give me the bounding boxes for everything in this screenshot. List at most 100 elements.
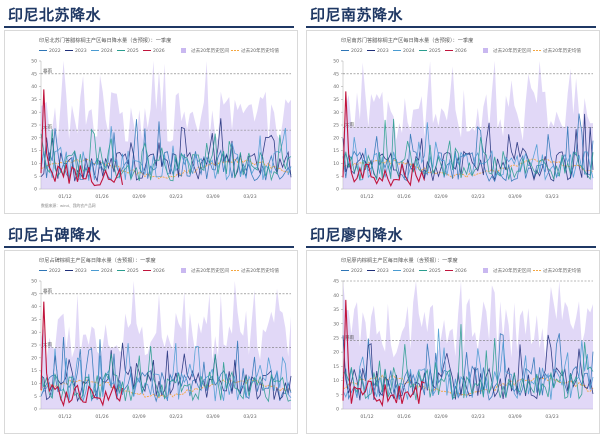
x-tick-label: 02/09 — [132, 414, 145, 420]
history-band — [343, 281, 593, 409]
series-2022 — [40, 119, 292, 182]
title-rule — [4, 26, 294, 28]
y-tick-label: 5 — [34, 394, 37, 400]
y-tick-label: 10 — [31, 161, 37, 167]
legend-label: 过去20年历史均值 — [543, 47, 581, 54]
chart-title: 印尼占碑棕榈主产区每日降水量（含预报）：一季度 — [39, 256, 156, 264]
x-tick-label: 03/09 — [206, 414, 219, 420]
x-tick-label: 03/23 — [243, 414, 256, 420]
x-tick-label: 03/23 — [545, 194, 558, 200]
panel-south-sumatra: 印尼南苏降水 印尼南苏门答腊棕榈主产区每日降水量（含预报）：一季度 2022 202… — [306, 2, 601, 214]
y-tick-label: 30 — [333, 321, 339, 327]
y-tick-label: 5 — [34, 174, 37, 180]
x-tick-label: 03/23 — [545, 414, 558, 420]
y-tick-label: 35 — [333, 97, 339, 103]
chart-frame: 印尼北苏门答腊棕榈主产区每日降水量（含预报）：一季度 2022 2023 2024 20… — [4, 30, 298, 214]
series-2026 — [40, 301, 124, 408]
history-band — [41, 61, 291, 189]
legend-label: 2025 — [429, 48, 441, 54]
y-tick-label: 35 — [31, 97, 37, 103]
chart-frame: 印尼廖内棕榈主产区每日降水量（含预报）：一季度 2022 2023 2024 2025 2… — [306, 250, 600, 434]
history-mean-line — [40, 157, 292, 180]
y-tick-label: 0 — [34, 187, 37, 193]
y-tick-label: 30 — [31, 330, 37, 336]
panel-title: 印尼占碑降水 — [8, 226, 102, 244]
x-tick-label: 01/26 — [397, 414, 410, 420]
series-2025 — [40, 345, 292, 403]
y-tick-label: 25 — [31, 343, 37, 349]
y-tick-label: 15 — [333, 364, 339, 370]
y-tick-label: 40 — [31, 84, 37, 90]
y-tick-label: 5 — [336, 392, 339, 398]
y-tick-label: 45 — [333, 279, 339, 285]
x-tick-label: 01/12 — [58, 194, 71, 200]
y-tick-label: 0 — [34, 407, 37, 413]
y-tick-label: 20 — [333, 135, 339, 141]
y-tick-label: 15 — [31, 368, 37, 374]
source-note: 数据来源：wind、我的农产品网 — [41, 203, 96, 208]
legend-label: 2025 — [127, 48, 139, 54]
x-tick-label: 02/23 — [471, 194, 484, 200]
legend-label: 过去20年历史均值 — [543, 267, 581, 274]
rainfall-chart: 印尼南苏门答腊棕榈主产区每日降水量（含预报）：一季度 2022 2023 2024 20… — [333, 36, 594, 200]
panel-north-sumatra: 印尼北苏降水 印尼北苏门答腊棕榈主产区每日降水量（含预报）：一季度 2022 202… — [4, 2, 299, 214]
legend-label: 2025 — [429, 268, 441, 274]
x-tick-label: 03/23 — [243, 194, 256, 200]
y-tick-label: 50 — [31, 279, 37, 285]
y-tick-label: 0 — [336, 187, 339, 193]
ref-label-high: 暴雨 — [43, 68, 52, 74]
legend-label: 过去20年历史区间 — [191, 267, 229, 274]
series-2025 — [40, 128, 292, 182]
y-tick-label: 25 — [333, 123, 339, 129]
legend-label: 2026 — [153, 48, 165, 54]
panel-jambi: 印尼占碑降水 印尼占碑棕榈主产区每日降水量（含预报）：一季度 2022 2023 20… — [4, 222, 299, 434]
legend-swatch — [181, 48, 186, 53]
series-2023 — [342, 334, 594, 401]
ref-label-mid: 大雨 — [43, 124, 52, 131]
x-tick-label: 01/26 — [397, 194, 410, 200]
x-tick-label: 01/12 — [58, 414, 71, 420]
x-tick-label: 03/09 — [206, 194, 219, 200]
legend-label: 2022 — [351, 48, 363, 54]
series-2025 — [342, 324, 594, 401]
panel-title: 印尼廖内降水 — [310, 226, 404, 244]
x-tick-label: 02/23 — [169, 194, 182, 200]
ref-label-mid: 暴雨 — [345, 335, 354, 341]
panel-riau: 印尼廖内降水 印尼廖内棕榈主产区每日降水量（含预报）：一季度 2022 2023 20… — [306, 222, 601, 434]
legend-label: 2023 — [75, 48, 87, 54]
y-tick-label: 20 — [31, 135, 37, 141]
y-tick-label: 50 — [31, 59, 37, 65]
series-2023 — [40, 342, 292, 403]
legend-swatch — [483, 268, 488, 273]
y-tick-label: 50 — [333, 59, 339, 65]
y-tick-label: 15 — [31, 148, 37, 154]
y-tick-label: 45 — [31, 291, 37, 297]
y-tick-label: 35 — [333, 307, 339, 313]
legend-label: 2023 — [377, 268, 389, 274]
chart-title: 印尼南苏门答腊棕榈主产区每日降水量（含预报）：一季度 — [341, 36, 473, 44]
y-tick-label: 10 — [333, 378, 339, 384]
legend-label: 过去20年历史均值 — [241, 47, 279, 54]
series-2026 — [342, 299, 425, 408]
ref-label-mid: 大雨 — [43, 341, 52, 348]
y-tick-label: 45 — [31, 71, 37, 77]
legend-label: 2023 — [75, 268, 87, 274]
ref-label-mid: 大雨 — [345, 121, 354, 128]
legend-label: 2026 — [153, 268, 165, 274]
legend-label: 2024 — [403, 48, 415, 54]
legend-label: 2023 — [377, 48, 389, 54]
y-tick-label: 10 — [31, 381, 37, 387]
x-tick-label: 01/26 — [95, 194, 108, 200]
series-2024 — [40, 126, 292, 182]
y-tick-label: 30 — [333, 110, 339, 116]
legend-swatch — [483, 48, 488, 53]
y-tick-label: 30 — [31, 110, 37, 116]
legend-label: 2022 — [49, 268, 61, 274]
y-tick-label: 25 — [31, 123, 37, 129]
x-tick-label: 01/26 — [95, 414, 108, 420]
legend-label: 2024 — [403, 268, 415, 274]
chart-frame: 印尼占碑棕榈主产区每日降水量（含预报）：一季度 2022 2023 2024 2025 2… — [4, 250, 298, 434]
y-tick-label: 45 — [333, 71, 339, 77]
legend-label: 过去20年历史均值 — [241, 267, 279, 274]
x-tick-label: 02/09 — [132, 194, 145, 200]
